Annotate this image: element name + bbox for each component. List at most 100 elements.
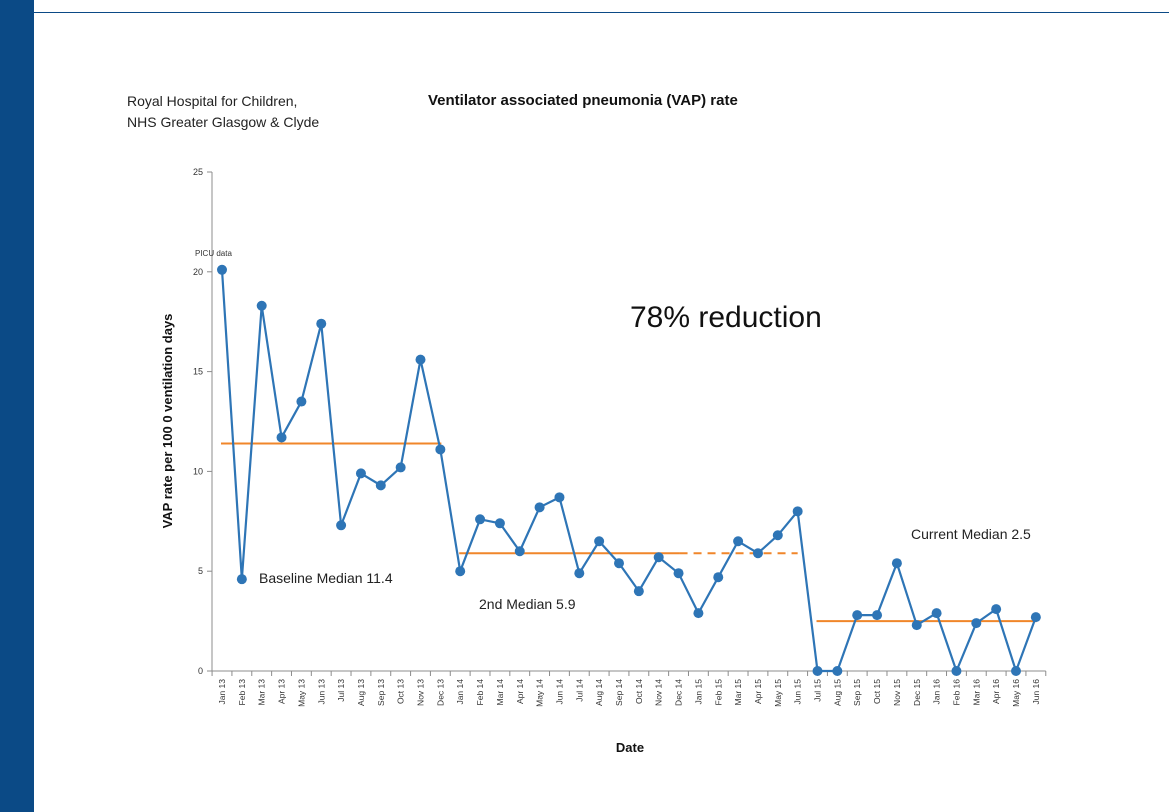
x-tick-label: Dec 13 — [435, 679, 445, 706]
data-point — [931, 608, 942, 619]
x-tick-label: Oct 13 — [396, 679, 406, 704]
picu-data-annotation: PICU data — [195, 249, 232, 258]
x-tick-label: Nov 13 — [416, 679, 426, 706]
x-axis-title: Date — [616, 740, 644, 755]
x-tick-label: Feb 13 — [237, 679, 247, 706]
median-label-3: Current Median 2.5 — [911, 526, 1031, 542]
x-tick-label: Apr 14 — [515, 679, 525, 704]
data-point — [554, 492, 565, 503]
x-tick-label: Jul 14 — [574, 679, 584, 702]
data-point — [316, 318, 327, 329]
x-tick-label: Dec 14 — [674, 679, 684, 706]
org-name-line-1: Royal Hospital for Children, — [127, 93, 298, 109]
x-tick-label: Aug 14 — [594, 679, 604, 706]
data-point — [1030, 612, 1041, 623]
x-tick-label: Nov 14 — [654, 679, 664, 706]
x-tick-label: Jul 13 — [336, 679, 346, 702]
data-point — [713, 572, 724, 583]
x-tick-label: Jun 16 — [1031, 679, 1041, 705]
data-point — [891, 558, 902, 569]
y-tick-label: 25 — [193, 167, 203, 177]
data-point — [693, 608, 704, 619]
x-tick-label: Dec 15 — [912, 679, 922, 706]
data-point — [375, 480, 386, 491]
x-tick-label: Jun 14 — [554, 679, 564, 705]
y-axis-title: VAP rate per 100 0 ventilation days — [160, 314, 175, 529]
x-tick-label: Apr 13 — [277, 679, 287, 704]
median-label-1: Baseline Median 11.4 — [259, 570, 393, 586]
x-tick-label: Oct 14 — [634, 679, 644, 704]
reduction-annotation: 78% reduction — [630, 301, 822, 334]
data-point — [911, 620, 922, 631]
data-point — [256, 300, 267, 311]
data-point — [217, 264, 227, 275]
data-point — [1011, 666, 1021, 676]
y-tick-label: 15 — [193, 367, 203, 377]
data-point — [355, 468, 366, 479]
data-point — [792, 506, 803, 517]
y-tick-label: 10 — [193, 466, 203, 476]
data-point — [852, 610, 863, 621]
y-tick-label: 5 — [198, 566, 203, 576]
data-point — [534, 502, 545, 513]
x-tick-label: Aug 13 — [356, 679, 366, 706]
data-point — [633, 586, 644, 597]
x-tick-label: Jun 13 — [316, 679, 326, 705]
data-point — [415, 354, 426, 365]
x-tick-label: May 15 — [773, 679, 783, 707]
y-tick-label: 20 — [193, 267, 203, 277]
top-divider — [34, 12, 1169, 13]
x-tick-label: Mar 16 — [971, 679, 981, 706]
x-tick-label: Jan 13 — [217, 679, 227, 705]
data-point — [395, 462, 406, 473]
series-line — [220, 269, 1037, 673]
data-point — [574, 568, 585, 579]
x-tick-label: Mar 14 — [495, 679, 505, 706]
data-point — [991, 604, 1002, 615]
data-point — [236, 574, 247, 585]
x-tick-label: Mar 15 — [733, 679, 743, 706]
data-point — [276, 432, 287, 443]
data-point — [614, 558, 624, 569]
data-point — [832, 666, 843, 676]
x-tick-label: Jun 15 — [793, 679, 803, 705]
x-tick-label: Sep 14 — [614, 679, 624, 706]
data-point — [733, 536, 744, 547]
x-tick-label: Feb 15 — [713, 679, 723, 706]
data-point — [752, 548, 763, 559]
data-point — [296, 396, 307, 407]
x-tick-label: May 13 — [296, 679, 306, 707]
data-point — [812, 666, 823, 676]
data-point — [475, 514, 486, 525]
x-tick-label: Jan 15 — [693, 679, 703, 705]
median-label-2: 2nd Median 5.9 — [479, 596, 576, 612]
org-name-line-2: NHS Greater Glasgow & Clyde — [127, 114, 320, 130]
x-tick-label: Oct 15 — [872, 679, 882, 704]
data-point — [673, 568, 684, 579]
data-point — [594, 536, 605, 547]
data-point — [971, 618, 982, 629]
x-tick-label: Nov 15 — [892, 679, 902, 706]
x-tick-label: Jan 14 — [455, 679, 465, 705]
organization-name: Royal Hospital for Children, NHS Greater… — [127, 91, 319, 133]
x-tick-label: Jul 15 — [813, 679, 823, 702]
data-point — [951, 666, 962, 676]
chart-title: Ventilator associated pneumonia (VAP) ra… — [428, 92, 738, 109]
x-tick-label: Jan 16 — [932, 679, 942, 705]
data-point — [494, 518, 505, 529]
x-tick-label: Sep 13 — [376, 679, 386, 706]
left-accent-bar — [0, 0, 34, 812]
x-tick-label: Apr 16 — [991, 679, 1001, 704]
data-point — [514, 546, 525, 557]
x-tick-label: May 14 — [535, 679, 545, 707]
x-tick-label: Aug 15 — [832, 679, 842, 706]
data-point — [455, 566, 466, 577]
x-tick-label: Feb 16 — [951, 679, 961, 706]
data-point — [772, 530, 783, 541]
x-tick-label: Mar 13 — [257, 679, 267, 706]
x-tick-label: May 16 — [1011, 679, 1021, 707]
data-point — [435, 444, 446, 455]
x-tick-label: Feb 14 — [475, 679, 485, 706]
data-point — [653, 552, 664, 563]
